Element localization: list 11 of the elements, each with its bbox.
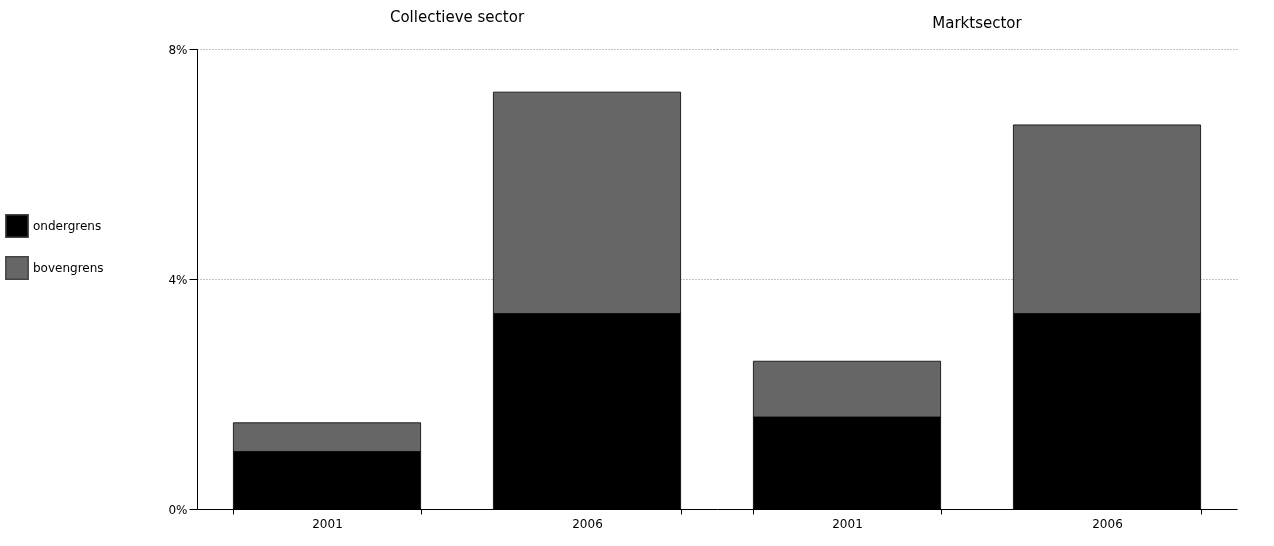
- x-tick-label: 2001: [832, 516, 863, 531]
- y-tick-label: 4%: [168, 272, 188, 287]
- legend-label: ondergrens: [33, 219, 102, 233]
- y-tick-label: 0%: [168, 502, 188, 517]
- chart-title: Collectieve sector: [389, 8, 525, 26]
- chart-title: Marktsector: [932, 14, 1023, 32]
- y-tick-label: 8%: [168, 42, 188, 57]
- legend-label: bovengrens: [33, 261, 104, 275]
- x-tick-label: 2006: [1092, 516, 1123, 531]
- x-tick-label: 2006: [572, 516, 603, 531]
- x-tick-label: 2001: [312, 516, 343, 531]
